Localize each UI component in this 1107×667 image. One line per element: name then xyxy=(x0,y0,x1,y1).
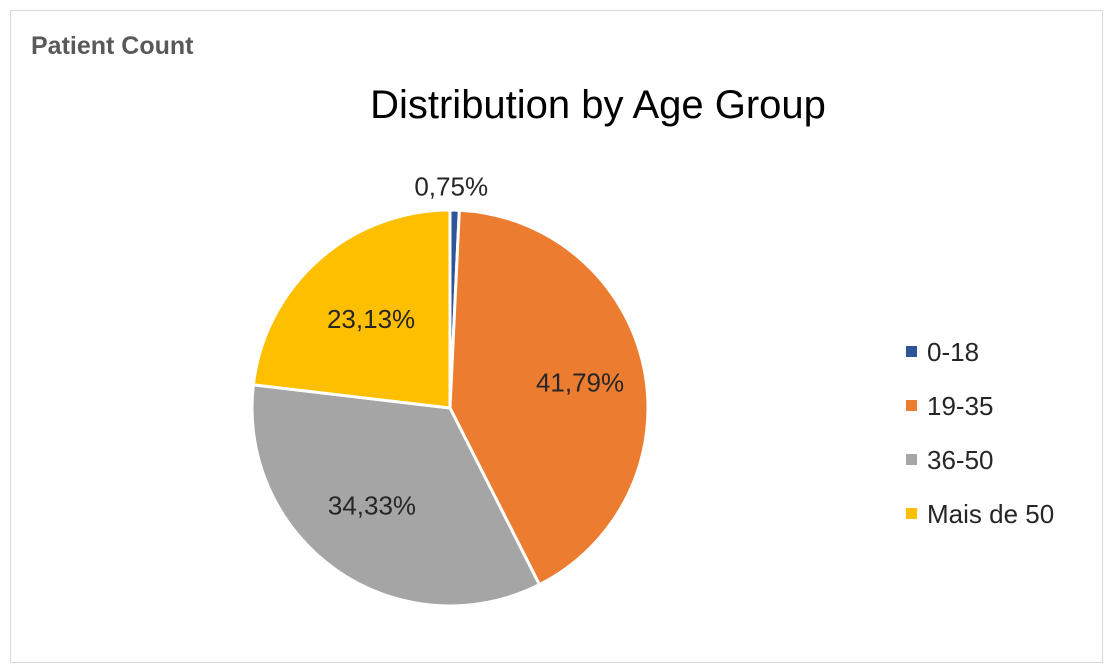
legend-label-0-18: 0-18 xyxy=(927,337,979,367)
legend-label-36-50: 36-50 xyxy=(927,445,994,475)
pie-slice-36-50 xyxy=(250,383,542,608)
legend-swatch-0-18 xyxy=(906,346,917,357)
data-label-0-18: 0,75% xyxy=(414,171,488,201)
data-label-mais-de-50: 23,13% xyxy=(327,304,415,334)
legend-swatch-19-35 xyxy=(906,400,917,411)
pie-slice-mais-de-50 xyxy=(251,208,452,410)
chart-title: Distribution by Age Group xyxy=(370,83,826,127)
legend-label-19-35: 19-35 xyxy=(927,391,994,421)
legend-label-mais-de-50: Mais de 50 xyxy=(927,499,1054,529)
data-label-19-35: 41,79% xyxy=(536,367,624,397)
data-label-36-50: 34,33% xyxy=(328,490,416,520)
pie-slice-19-35 xyxy=(448,208,650,587)
legend-swatch-mais-de-50 xyxy=(906,508,917,519)
card-header-title: Patient Count xyxy=(31,32,194,60)
legend-swatch-36-50 xyxy=(906,454,917,465)
